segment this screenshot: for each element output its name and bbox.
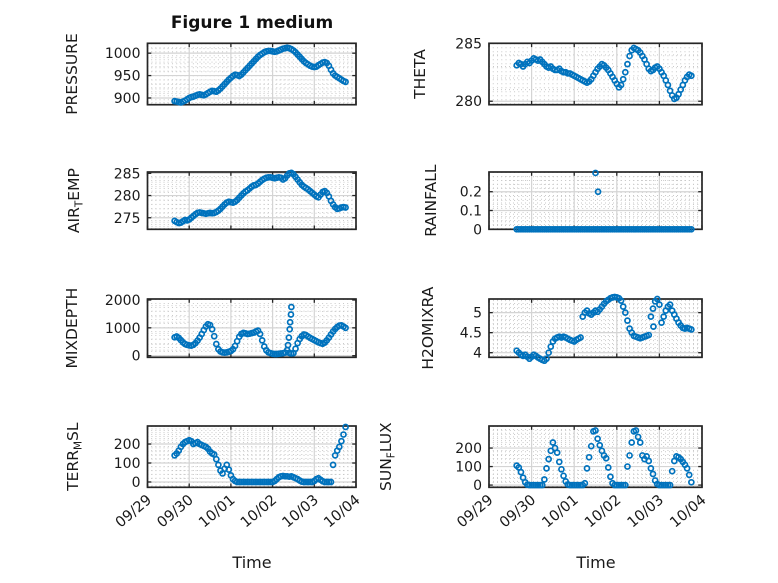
y-axis-label-terr-msl: TERRMSL xyxy=(64,422,85,492)
y-tick-label: 5 xyxy=(473,306,482,322)
grid-major-lines xyxy=(147,43,356,105)
subplot-theta: 280 285 THETA xyxy=(411,36,703,110)
y-tick-label: 4.5 xyxy=(460,326,482,342)
subplot-terr-msl: 0 100 200 09/29 09/30 10/01 10/02 10/03 10/04 TER… xyxy=(64,422,364,531)
y-tick-label: 200 xyxy=(114,437,141,453)
x-axis-label-right: Time xyxy=(576,553,616,572)
y-tick-label: 0 xyxy=(132,349,141,365)
x-tick-label: 10/04 xyxy=(321,492,363,531)
y-tick-label: 100 xyxy=(455,460,482,476)
scatter-markers xyxy=(171,44,349,106)
y-tick-labels: 275 280 285 xyxy=(114,166,141,226)
x-axis-label-left: Time xyxy=(232,553,272,572)
y-axis-label-mixdepth: MIXDEPTH xyxy=(63,288,81,369)
x-tick-label: 09/30 xyxy=(497,492,539,531)
y-tick-labels: 0 0.1 0.2 xyxy=(460,185,482,239)
axes-box xyxy=(488,42,703,106)
subplot-pressure: 900 950 1000 PRESSURE xyxy=(63,33,357,115)
axis-tick-marks xyxy=(146,43,357,105)
y-tick-label: 100 xyxy=(114,456,141,472)
y-axis-label-sun-flux: SUNFLUX xyxy=(377,422,398,491)
y-tick-label: 0.1 xyxy=(460,204,482,220)
scatter-markers xyxy=(513,44,695,103)
scatter-markers xyxy=(513,293,695,365)
y-tick-label: 4 xyxy=(473,346,482,362)
y-tick-labels: 44.55 xyxy=(460,306,482,362)
x-tick-label: 10/02 xyxy=(582,492,624,531)
axis-tick-marks xyxy=(488,42,703,105)
scatter-markers xyxy=(513,427,695,489)
y-tick-labels: 0 100 200 xyxy=(455,441,482,494)
y-tick-label: 0.2 xyxy=(460,185,482,201)
scatter-markers xyxy=(171,169,349,227)
x-tick-label: 09/30 xyxy=(154,492,196,531)
x-tick-labels: 09/29 09/30 10/01 10/02 10/03 10/04 xyxy=(454,492,709,531)
y-tick-label: 0 xyxy=(473,222,482,238)
y-axis-label-pressure: PRESSURE xyxy=(63,33,81,115)
axes-box xyxy=(488,425,703,489)
y-tick-label: 2000 xyxy=(105,293,141,309)
y-tick-labels: 900 950 1000 xyxy=(105,46,141,107)
y-tick-label: 1000 xyxy=(105,46,141,62)
grid-minor-lines xyxy=(147,426,356,488)
subplot-mixdepth: 0 1000 2000 MIXDEPTH xyxy=(63,288,357,369)
grid-minor-lines xyxy=(147,43,356,105)
scatter-markers xyxy=(171,303,349,358)
x-tick-label: 09/29 xyxy=(113,492,155,531)
x-tick-label: 10/03 xyxy=(280,492,322,531)
y-tick-label: 0 xyxy=(132,475,141,491)
grid-minor-lines xyxy=(147,299,356,358)
y-tick-labels: 280 285 xyxy=(455,36,482,110)
y-tick-label: 285 xyxy=(114,166,141,182)
y-axis-label-theta: THETA xyxy=(411,49,429,100)
x-tick-label: 10/01 xyxy=(539,492,581,531)
subplot-sun-flux: 0 100 200 09/29 09/30 10/01 10/02 10/03 10/04 SUN… xyxy=(377,422,710,531)
x-tick-label: 10/01 xyxy=(196,492,238,531)
x-tick-label: 10/03 xyxy=(625,492,667,531)
figure-title: Figure 1 medium xyxy=(170,13,334,33)
y-tick-labels: 0 100 200 xyxy=(114,437,141,491)
y-tick-label: 200 xyxy=(455,441,482,457)
y-tick-labels: 0 1000 2000 xyxy=(105,293,141,365)
axes-box xyxy=(146,42,357,106)
scatter-markers xyxy=(171,423,349,486)
axes-box xyxy=(488,298,703,359)
y-axis-label-rainfall: RAINFALL xyxy=(422,164,440,237)
x-tick-label: 10/04 xyxy=(667,492,709,531)
axis-tick-marks xyxy=(146,426,357,488)
y-tick-label: 1000 xyxy=(105,321,141,337)
y-tick-label: 950 xyxy=(114,69,141,85)
y-tick-label: 275 xyxy=(114,211,141,227)
x-tick-label: 09/29 xyxy=(454,492,496,531)
y-tick-label: 900 xyxy=(114,91,141,107)
scatter-markers xyxy=(513,169,695,233)
y-tick-label: 280 xyxy=(455,94,482,110)
y-tick-label: 0 xyxy=(473,478,482,494)
subplot-rainfall: 0 0.1 0.2 RAINFALL xyxy=(422,164,703,239)
y-axis-label-air-temp: AIRTEMP xyxy=(65,168,86,233)
x-tick-labels: 09/29 09/30 10/01 10/02 10/03 10/04 xyxy=(113,492,364,531)
axes-box xyxy=(146,171,357,231)
x-tick-label: 10/02 xyxy=(238,492,280,531)
grid-major-lines xyxy=(147,172,356,230)
grid-minor-lines xyxy=(489,172,702,230)
y-tick-label: 280 xyxy=(114,189,141,205)
y-tick-label: 285 xyxy=(455,36,482,52)
y-axis-label-h2omixra: H2OMIXRA xyxy=(419,286,437,369)
axes-box xyxy=(146,425,357,489)
subplot-air-temp: 275 280 285 AIRTEMP xyxy=(65,166,357,233)
